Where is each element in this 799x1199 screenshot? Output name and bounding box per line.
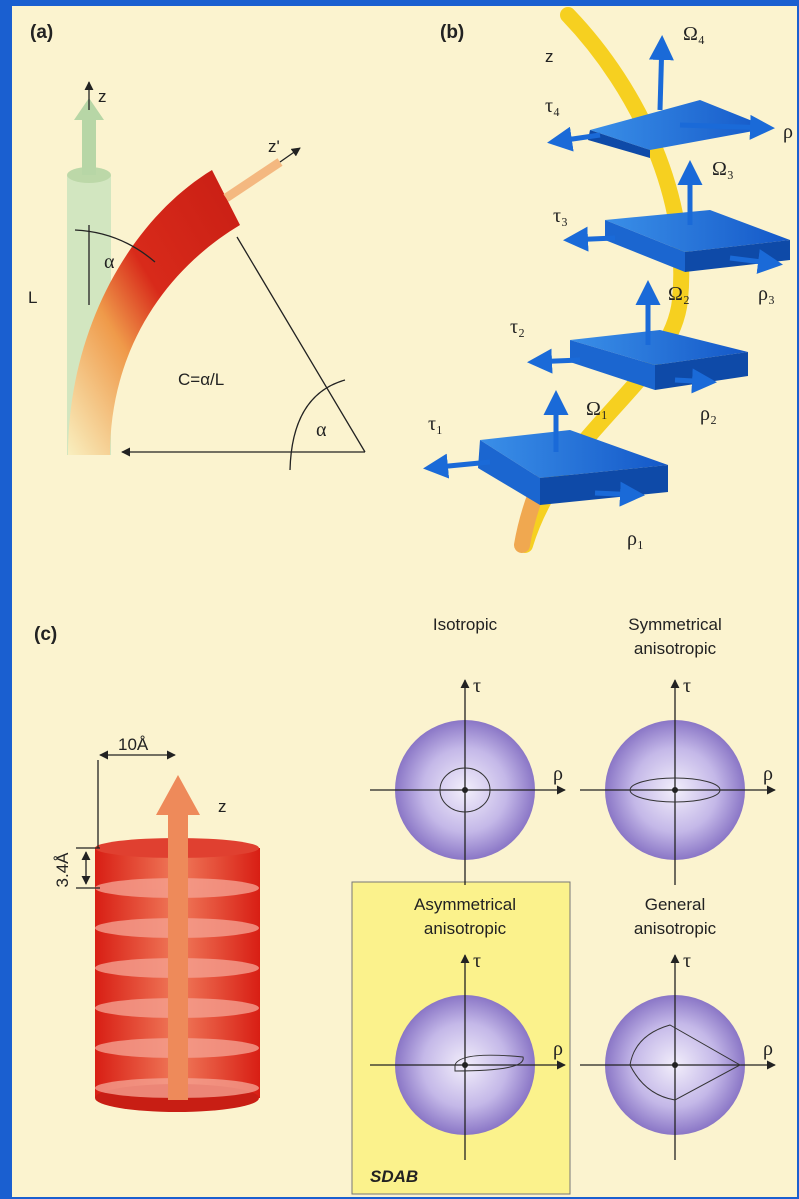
omega-label: Ω₄ <box>683 23 705 45</box>
diagram-title: General <box>645 895 705 914</box>
anisotropy-shape <box>629 1024 742 1101</box>
radius-lines <box>122 236 366 452</box>
width-label: 10Å <box>118 735 149 754</box>
rho-label: ρ₃ <box>758 283 775 305</box>
diffusion-diagrams: Isotropic τ ρ Symmetrical anisotropic τ ρ Asymm… <box>370 615 776 1160</box>
rho-label: ρ <box>763 1038 773 1060</box>
plate: Ω₁ τ₁ ρ₁ <box>423 390 668 550</box>
diagram-title: anisotropic <box>634 919 717 938</box>
diagram-title: anisotropic <box>634 639 717 658</box>
pitch-label: 3.4Å <box>53 852 72 888</box>
rho-label: ρ <box>553 1038 563 1060</box>
z-arrow-ghost <box>74 98 104 175</box>
angle-arc-2 <box>289 379 346 471</box>
tau-label: τ₂ <box>510 316 525 338</box>
rho-label: ρ <box>763 763 773 785</box>
omega-label: Ω₂ <box>668 283 690 305</box>
plate: Ω₄ τ₄ ρ <box>545 23 793 158</box>
length-label: L <box>28 288 37 307</box>
z-arrow <box>156 775 200 1100</box>
alpha-top: α <box>104 251 115 273</box>
tau-label: τ <box>683 950 691 972</box>
center-dot <box>462 1062 468 1068</box>
alpha-bottom: α <box>316 419 327 441</box>
rho-label: ρ₂ <box>700 403 717 425</box>
diagram-title: Isotropic <box>433 615 498 634</box>
rho-label: ρ <box>553 763 563 785</box>
tau-label: τ₄ <box>545 95 560 117</box>
plate: Ω₂ τ₂ ρ₂ <box>510 280 748 425</box>
diagram-title: Asymmetrical <box>414 895 516 914</box>
rho-label: ρ₁ <box>627 528 644 550</box>
curvature-label: C=α/L <box>178 370 224 389</box>
tau-label: τ₃ <box>553 205 568 227</box>
diagram-title: Symmetrical <box>628 615 722 634</box>
bent-rod <box>68 170 240 455</box>
z-label: z <box>98 87 107 106</box>
panel-a: (a) z z' α L C=α/L α <box>28 22 366 471</box>
omega-label: Ω₃ <box>712 158 734 180</box>
tau-label: τ₁ <box>428 413 443 435</box>
tau-label: τ <box>683 675 691 697</box>
panel-label: (b) <box>440 22 464 43</box>
tau-label: τ <box>473 950 481 972</box>
z-label: z <box>218 797 227 816</box>
panel-b: (b) z Ω₄ τ₄ ρ Ω₃ τ₃ ρ₃ Ω₂ τ₂ ρ₂ <box>423 7 793 553</box>
rho-label: ρ <box>783 121 793 143</box>
center-dot <box>672 787 678 793</box>
z-prime-arrow <box>223 158 283 202</box>
omega-label: Ω₁ <box>586 398 608 420</box>
anisotropy-shape <box>454 1054 524 1072</box>
anisotropy-shape <box>629 777 721 803</box>
z-prime-label: z' <box>268 137 280 156</box>
center-dot <box>462 787 468 793</box>
panel-label: (c) <box>34 624 57 645</box>
panel-label: (a) <box>30 22 53 43</box>
z-label: z <box>545 47 554 66</box>
z-prime-axis <box>279 147 301 163</box>
diagram-title: anisotropic <box>424 919 507 938</box>
anisotropy-shape <box>439 767 491 813</box>
angle-arc <box>74 229 156 263</box>
center-dot <box>672 1062 678 1068</box>
tau-label: τ <box>473 675 481 697</box>
sdab-tag: SDAB <box>370 1167 418 1186</box>
plate: Ω₃ τ₃ ρ₃ <box>553 158 790 305</box>
